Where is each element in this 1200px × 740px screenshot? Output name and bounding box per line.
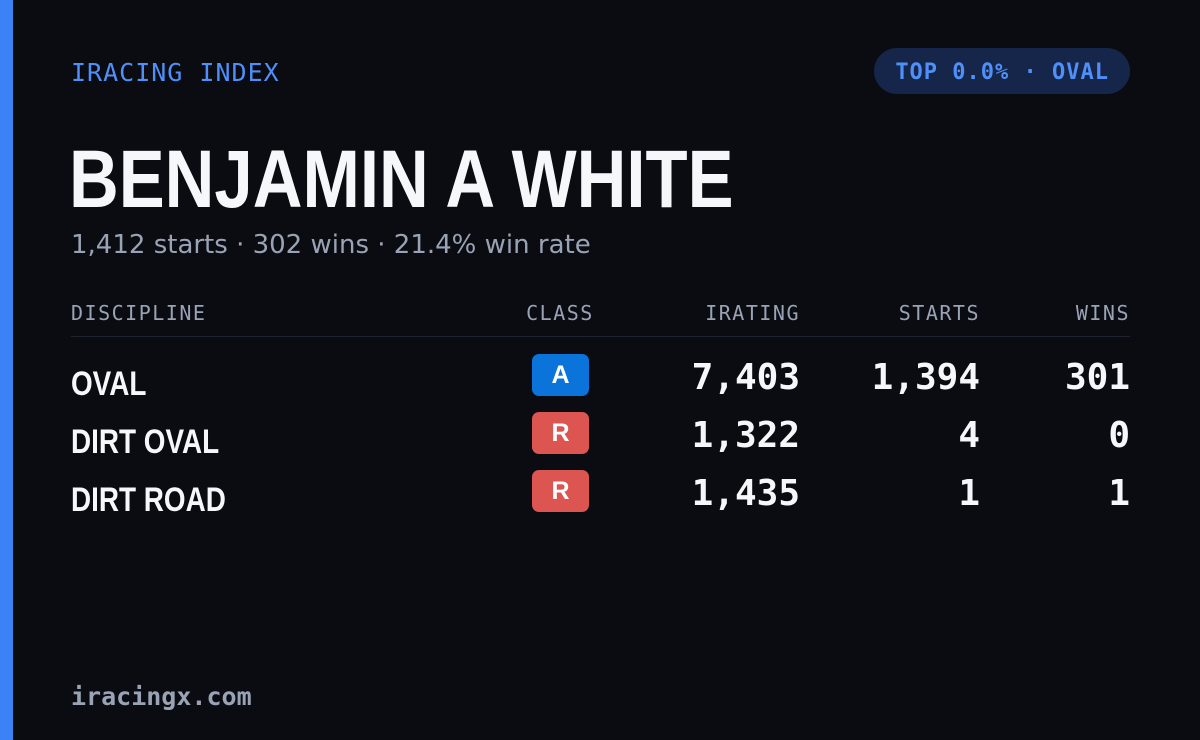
irating-value: 1,435 [691,473,800,514]
class-badge: A [532,354,589,396]
starts-value: 1 [958,473,980,514]
discipline-name: DIRT OVAL [71,423,220,461]
accent-bar [0,0,13,740]
wins-value: 1 [1108,473,1130,514]
discipline-name: OVAL [71,365,147,403]
starts-value: 1,394 [871,357,980,398]
discipline-name: DIRT ROAD [71,481,226,519]
driver-summary: 1,412 starts · 302 wins · 21.4% win rate [71,230,591,260]
class-badge: R [532,470,589,512]
class-badge: R [532,412,589,454]
rank-badge: TOP 0.0% · OVAL [874,48,1130,94]
column-header-discipline: DISCIPLINE [71,301,207,325]
site-url[interactable]: iracingx.com [71,682,252,711]
wins-value: 301 [1064,357,1130,398]
column-header-irating: IRATING [705,301,800,325]
table-row: OVAL A 7,403 1,394 301 [71,350,1130,408]
column-header-wins: WINS [1075,301,1130,325]
driver-name: BENJAMIN A WHITE [69,134,734,225]
table-header: DISCIPLINE CLASS IRATING STARTS WINS [71,298,1130,337]
table-row: DIRT ROAD R 1,435 1 1 [71,466,1130,524]
table-row: DIRT OVAL R 1,322 4 0 [71,408,1130,466]
brand-label: IRACING INDEX [71,58,280,87]
starts-value: 4 [958,415,980,456]
wins-value: 0 [1108,415,1130,456]
column-header-class: CLASS [526,301,594,325]
irating-value: 7,403 [691,357,800,398]
irating-value: 1,322 [691,415,800,456]
column-header-starts: STARTS [898,301,980,325]
